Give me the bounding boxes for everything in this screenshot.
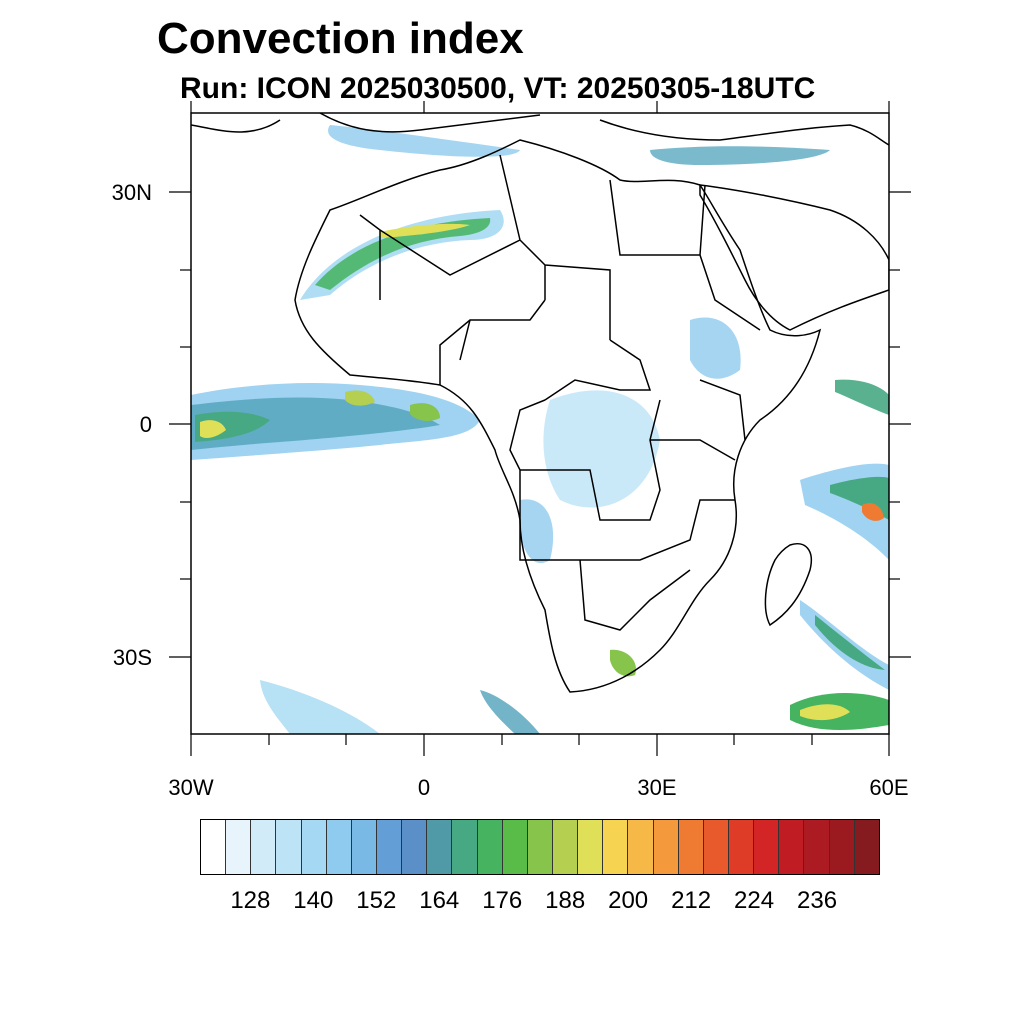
colorbar-swatch xyxy=(301,820,327,874)
coastlines xyxy=(191,113,889,693)
colorbar-swatch xyxy=(552,820,579,874)
colorbar-swatch xyxy=(804,820,830,874)
colorbar-swatch xyxy=(452,820,478,874)
x-tick-label-0: 0 xyxy=(417,775,431,800)
colorbar-swatch xyxy=(779,820,805,874)
colorbar-tick-label: 164 xyxy=(419,887,460,914)
y-tick-label-30n: 30N xyxy=(111,180,152,205)
colorbar-swatch xyxy=(326,820,352,874)
colorbar-swatch xyxy=(226,820,252,874)
colorbar-swatch xyxy=(201,820,227,874)
y-tick-label-30s: 30S xyxy=(112,645,152,670)
colorbar-swatch xyxy=(703,820,729,874)
convection-field xyxy=(191,125,889,734)
colorbar-swatch xyxy=(829,820,855,874)
colorbar-tick-label: 140 xyxy=(293,887,334,914)
x-tick-label-30w: 30W xyxy=(168,775,214,800)
colorbar-swatch xyxy=(603,820,629,874)
axis-ticks xyxy=(169,101,911,756)
colorbar-swatch xyxy=(578,820,604,874)
colorbar-tick-label: 176 xyxy=(482,887,523,914)
colorbar-swatch xyxy=(502,820,528,874)
colorbar-swatch xyxy=(527,820,553,874)
colorbar-swatch xyxy=(854,820,879,874)
y-tick-label-0: 0 xyxy=(139,412,152,437)
colorbar-swatch xyxy=(628,820,654,874)
colorbar-swatch xyxy=(251,820,277,874)
colorbar-swatch xyxy=(276,820,302,874)
x-tick-label-60e: 60E xyxy=(869,775,909,800)
colorbar-tick-label: 212 xyxy=(671,887,712,914)
colorbar-tick-label: 200 xyxy=(608,887,649,914)
colorbar-tick-label: 236 xyxy=(797,887,838,914)
colorbar-tick-label: 128 xyxy=(230,887,271,914)
colorbar-swatch xyxy=(351,820,377,874)
chart-title: Convection index xyxy=(157,14,524,63)
colorbar-tick-label: 152 xyxy=(356,887,397,914)
colorbar-tick-label: 224 xyxy=(734,887,775,914)
colorbar-swatch xyxy=(477,820,503,874)
colorbar-swatch xyxy=(376,820,403,874)
colorbar-swatch xyxy=(728,820,755,874)
colorbar-swatch xyxy=(678,820,704,874)
colorbar-swatch xyxy=(653,820,679,874)
x-tick-label-30e: 30E xyxy=(637,775,677,800)
colorbar-swatch xyxy=(427,820,453,874)
colorbar-swatch xyxy=(754,820,780,874)
colorbar-tick-label: 188 xyxy=(545,887,586,914)
colorbar xyxy=(200,819,880,875)
colorbar-swatch xyxy=(402,820,428,874)
chart-subtitle: Run: ICON 2025030500, VT: 20250305-18UTC xyxy=(180,72,816,105)
